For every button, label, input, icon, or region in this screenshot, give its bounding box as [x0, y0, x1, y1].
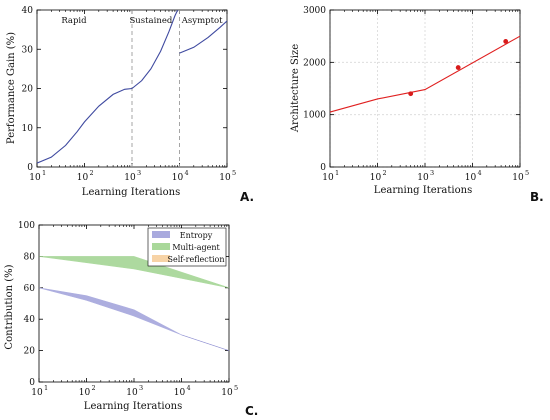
chart-a-xtick-label-exp-1: 2: [90, 169, 94, 177]
chart-a-ytick-label-3: 30: [22, 45, 34, 55]
chart-b-series-line: [329, 35, 521, 113]
chart-b-xlabel: Learning Iterations: [374, 185, 472, 196]
chart-c-xtick-label-exp-2: 3: [139, 384, 143, 392]
chart-b-data-point-2: [503, 39, 509, 44]
chart-a-xtick-label-4: 10: [219, 173, 231, 183]
chart-b-xtick-label-exp-4: 5: [525, 169, 529, 177]
chart-c-legend-swatch-0: [152, 231, 170, 238]
chart-b-data-point-0: [408, 91, 414, 97]
chart-a-series-line-1: [37, 87, 133, 164]
chart-c: 10 1 10 2 10 3 10 4 10 5020406080100EntropyMulti-…: [4, 221, 258, 418]
chart-a-ytick-label-2: 20: [22, 85, 34, 95]
chart-a-ytick-label-4: 40: [22, 6, 34, 16]
chart-a-phase-label-0: Rapid: [61, 16, 87, 26]
chart-a-series-line-2: [131, 10, 179, 89]
chart-c-legend-label-2: Self-reflection: [167, 255, 224, 264]
chart-c-legend-swatch-2: [152, 255, 170, 262]
chart-b-xtick-label-exp-3: 4: [478, 169, 482, 177]
chart-a-xtick-label-exp-3: 4: [185, 169, 189, 177]
chart-b-ytick-label-1: 1000: [303, 111, 326, 121]
chart-b-ytick-label-2: 2000: [303, 58, 326, 68]
chart-c-ytick-label-3: 60: [24, 284, 36, 294]
panel-label-c: C.: [245, 404, 258, 418]
chart-a-ytick-label-1: 10: [22, 124, 34, 134]
chart-a-xtick-label-3: 10: [172, 173, 184, 183]
chart-b-xtick-label-exp-1: 2: [383, 169, 387, 177]
chart-c-xtick-label-2: 10: [126, 388, 138, 398]
panel-label-a: A.: [240, 190, 254, 204]
chart-b-xtick-label-3: 10: [465, 173, 477, 183]
chart-c-xtick-label-exp-3: 4: [187, 384, 191, 392]
chart-a-xtick-label-exp-2: 3: [137, 169, 141, 177]
chart-c-xtick-label-3: 10: [174, 388, 186, 398]
chart-a-xtick-label-exp-4: 5: [232, 169, 236, 177]
chart-b-data-point-1: [455, 65, 461, 70]
chart-b-xtick-label-exp-0: 1: [335, 169, 339, 177]
chart-a-ylabel: Performance Gain (%): [6, 32, 17, 144]
chart-c-xlabel: Learning Iterations: [84, 401, 182, 412]
chart-c-ytick-label-0: 0: [29, 378, 35, 388]
chart-a-phase-label-2: Asymptot: [181, 16, 223, 26]
chart-c-ytick-label-5: 100: [18, 221, 35, 231]
chart-c-ylabel: Contribution (%): [4, 264, 15, 349]
chart-a-ytick-label-0: 0: [27, 163, 33, 173]
chart-a-xtick-label-0: 10: [29, 173, 41, 183]
chart-a-series-line-3: [179, 20, 227, 54]
chart-c-xtick-label-exp-1: 2: [92, 384, 96, 392]
chart-c-xtick-label-0: 10: [31, 388, 43, 398]
chart-c-legend-label-0: Entropy: [180, 231, 213, 240]
panel-label-b: B.: [530, 190, 544, 204]
chart-c-area-1: [38, 256, 230, 289]
chart-b-ytick-label-0: 0: [320, 163, 326, 173]
chart-c-xtick-label-exp-4: 5: [234, 384, 238, 392]
chart-c-ytick-label-4: 80: [24, 252, 36, 262]
chart-c-xtick-label-1: 10: [79, 388, 91, 398]
chart-a-xtick-label-exp-0: 1: [42, 169, 46, 177]
chart-c-ytick-label-1: 20: [24, 347, 36, 357]
chart-a-xtick-label-2: 10: [124, 173, 136, 183]
chart-c-entropy-tail: [181, 334, 230, 351]
chart-c-legend-swatch-1: [152, 243, 170, 250]
chart-b-xtick-label-2: 10: [417, 173, 429, 183]
chart-a-xtick-label-1: 10: [77, 173, 89, 183]
chart-c-xtick-label-exp-0: 1: [44, 384, 48, 392]
chart-c-legend-label-1: Multi-agent: [172, 243, 220, 252]
chart-a-xlabel: Learning Iterations: [82, 187, 180, 198]
chart-b-xtick-label-4: 10: [512, 173, 524, 183]
chart-a-phase-label-1: Sustained: [129, 16, 172, 26]
chart-b-xtick-label-1: 10: [370, 173, 382, 183]
chart-c-ytick-label-2: 40: [24, 315, 36, 325]
chart-b-xtick-label-exp-2: 3: [430, 169, 434, 177]
chart-b-ytick-label-3: 3000: [303, 6, 326, 16]
chart-c-xtick-label-4: 10: [221, 388, 233, 398]
chart-b-xtick-label-0: 10: [322, 173, 334, 183]
chart-b-ylabel: Architecture Size: [290, 44, 301, 133]
